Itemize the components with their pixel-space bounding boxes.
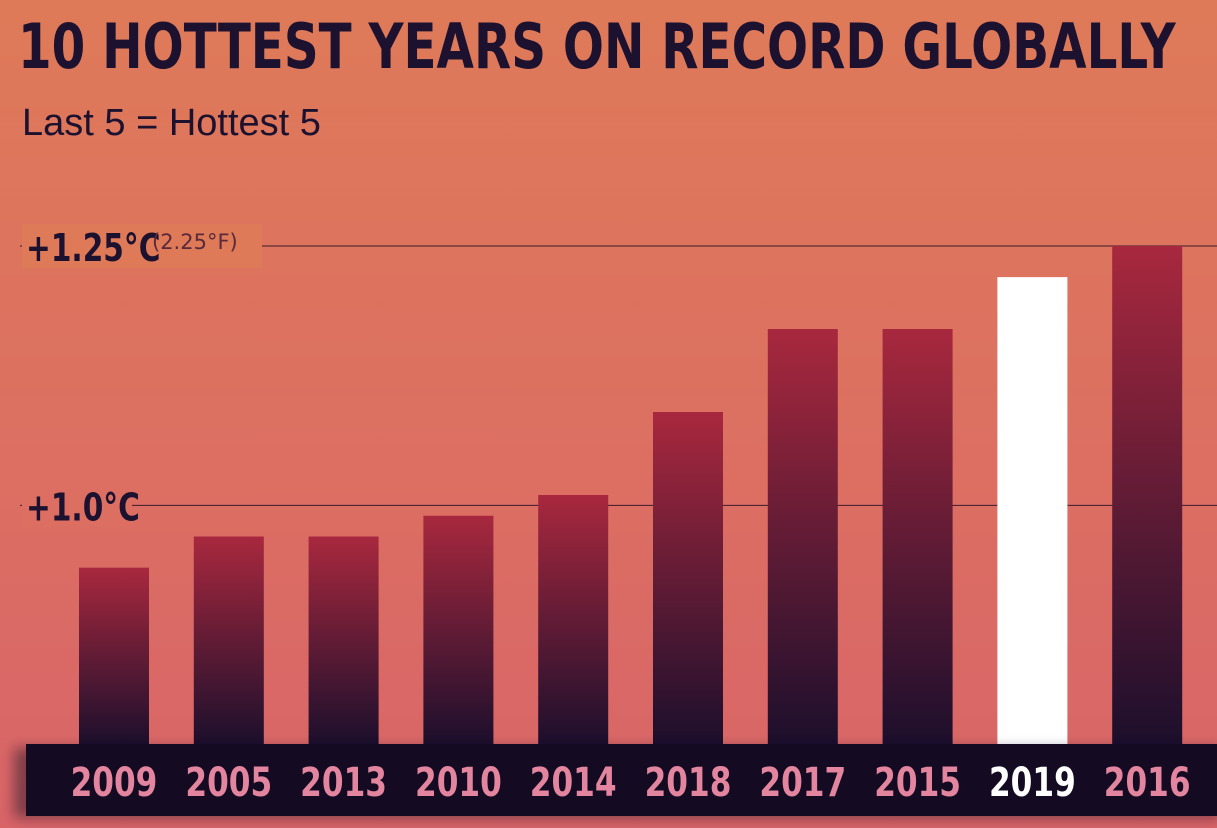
bar-2018 xyxy=(653,412,723,744)
year-label-2015: 2015 xyxy=(874,760,961,806)
bar-2010 xyxy=(423,515,494,744)
gridline-label: +1.0°C xyxy=(26,486,140,531)
year-label-2019: 2019 xyxy=(989,760,1076,806)
year-label-2018: 2018 xyxy=(645,760,732,806)
bar-2015 xyxy=(882,329,953,744)
band-background xyxy=(26,744,1217,816)
bar-2017 xyxy=(767,329,838,744)
bar-2016 xyxy=(1112,246,1183,744)
year-label-2014: 2014 xyxy=(530,760,617,806)
bars xyxy=(79,246,1183,744)
gridline-sublabel: (2.25°F) xyxy=(152,230,238,254)
year-label-2017: 2017 xyxy=(759,760,846,806)
page-subtitle: Last 5 = Hottest 5 xyxy=(22,102,321,144)
gridline-label-bg xyxy=(22,224,262,268)
bar-2019 xyxy=(997,277,1068,744)
bar-2014 xyxy=(538,495,609,744)
page-title: 10 HOTTEST YEARS ON RECORD GLOBALLY xyxy=(18,10,1176,83)
bar-2009 xyxy=(79,567,149,744)
year-label-2010: 2010 xyxy=(415,760,502,806)
gridline-label: +1.25°C xyxy=(26,226,160,271)
year-label-2016: 2016 xyxy=(1104,760,1191,806)
bar-2005 xyxy=(193,536,264,744)
year-label-2009: 2009 xyxy=(71,760,158,806)
year-label-2013: 2013 xyxy=(300,760,387,806)
year-label-2005: 2005 xyxy=(185,760,272,806)
year-label-band xyxy=(14,744,1217,818)
bar-2013 xyxy=(308,536,379,744)
gridline-label-bg xyxy=(22,483,132,528)
gridlines: +1.25°C(2.25°F) +1.0°C xyxy=(20,224,1217,530)
year-labels: 2009 2005 2013 2010 2014 2018 2017 2015 2019 2016 xyxy=(71,760,1191,806)
